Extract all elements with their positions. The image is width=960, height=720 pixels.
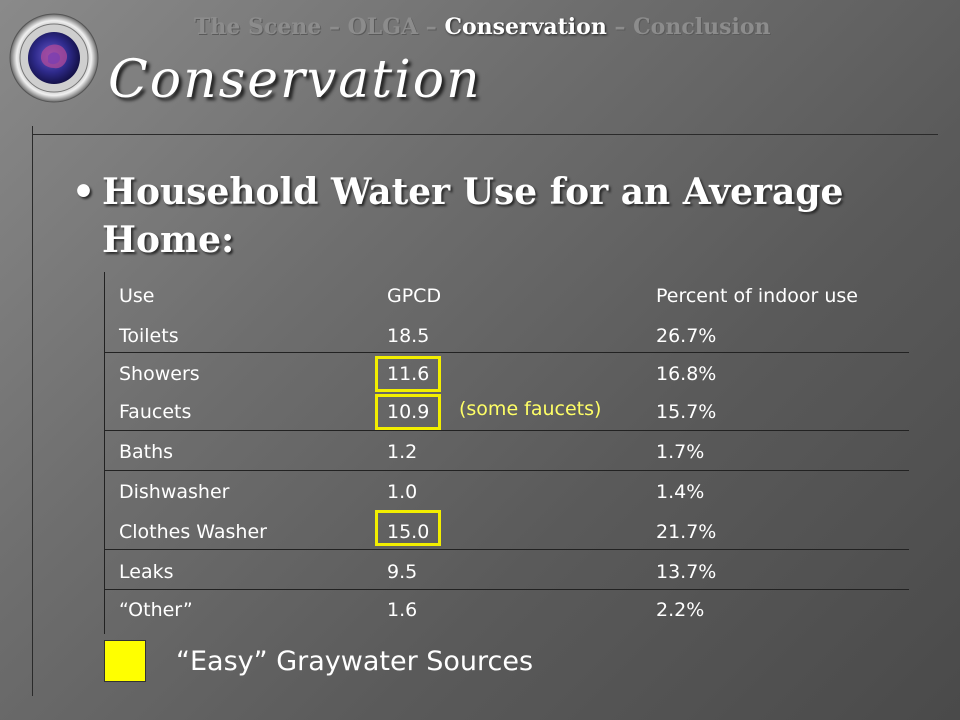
highlight-box-clothes-washer xyxy=(375,510,441,546)
highlight-box-showers xyxy=(375,356,441,392)
nav-item-olga[interactable]: OLGA xyxy=(347,14,419,40)
row-divider xyxy=(105,589,909,590)
cell-percent: 1.7% xyxy=(656,441,705,463)
header-gpcd: GPCD xyxy=(387,285,442,307)
faucets-note: (some faucets) xyxy=(459,398,602,420)
nav-item-conclusion[interactable]: Conclusion xyxy=(633,14,771,40)
cell-gpcd: 1.6 xyxy=(387,599,418,621)
cell-percent: 21.7% xyxy=(656,521,717,543)
row-divider xyxy=(105,430,909,431)
legend-swatch xyxy=(104,640,146,682)
water-use-table: Use GPCD Percent of indoor use Toilets 1… xyxy=(104,272,909,634)
slide-title: Conservation xyxy=(108,50,482,110)
cell-gpcd: 1.0 xyxy=(387,481,418,503)
globe-logo-icon xyxy=(9,13,99,103)
cell-percent: 16.8% xyxy=(656,363,717,385)
cell-percent: 15.7% xyxy=(656,401,717,423)
cell-use: Clothes Washer xyxy=(119,521,267,543)
cell-use: “Other” xyxy=(119,599,193,621)
section-nav: The Scene – OLGA – Conservation – Conclu… xyxy=(194,14,814,40)
bullet-marker: • xyxy=(72,171,96,213)
cell-use: Faucets xyxy=(119,401,192,423)
nav-separator: – xyxy=(606,14,634,40)
cell-use: Baths xyxy=(119,441,174,463)
cell-gpcd: 18.5 xyxy=(387,325,430,347)
cell-gpcd: 9.5 xyxy=(387,561,418,583)
bullet-text: Household Water Use for an Average Home: xyxy=(102,171,844,261)
highlight-box-faucets xyxy=(375,394,441,430)
cell-gpcd: 10.9 xyxy=(387,401,430,423)
cell-use: Showers xyxy=(119,363,200,385)
header-use: Use xyxy=(119,285,155,307)
cell-percent: 2.2% xyxy=(656,599,705,621)
cell-use: Toilets xyxy=(119,325,179,347)
cell-percent: 1.4% xyxy=(656,481,705,503)
cell-percent: 26.7% xyxy=(656,325,717,347)
title-divider xyxy=(32,134,938,135)
cell-use: Dishwasher xyxy=(119,481,230,503)
cell-gpcd: 15.0 xyxy=(387,521,430,543)
nav-separator: – xyxy=(321,14,348,40)
nav-item-conservation[interactable]: Conservation xyxy=(444,14,607,40)
cell-gpcd: 1.2 xyxy=(387,441,418,463)
row-divider xyxy=(105,470,909,471)
legend-label: “Easy” Graywater Sources xyxy=(176,646,534,677)
header-percent: Percent of indoor use xyxy=(656,285,858,307)
nav-separator: – xyxy=(418,14,445,40)
nav-item-the-scene[interactable]: The Scene xyxy=(194,14,322,40)
cell-percent: 13.7% xyxy=(656,561,717,583)
cell-use: Leaks xyxy=(119,561,174,583)
left-rule xyxy=(32,126,33,696)
bullet-heading: • Household Water Use for an Average Hom… xyxy=(72,168,892,264)
row-divider xyxy=(105,549,909,550)
row-divider xyxy=(105,352,909,353)
cell-gpcd: 11.6 xyxy=(387,363,430,385)
